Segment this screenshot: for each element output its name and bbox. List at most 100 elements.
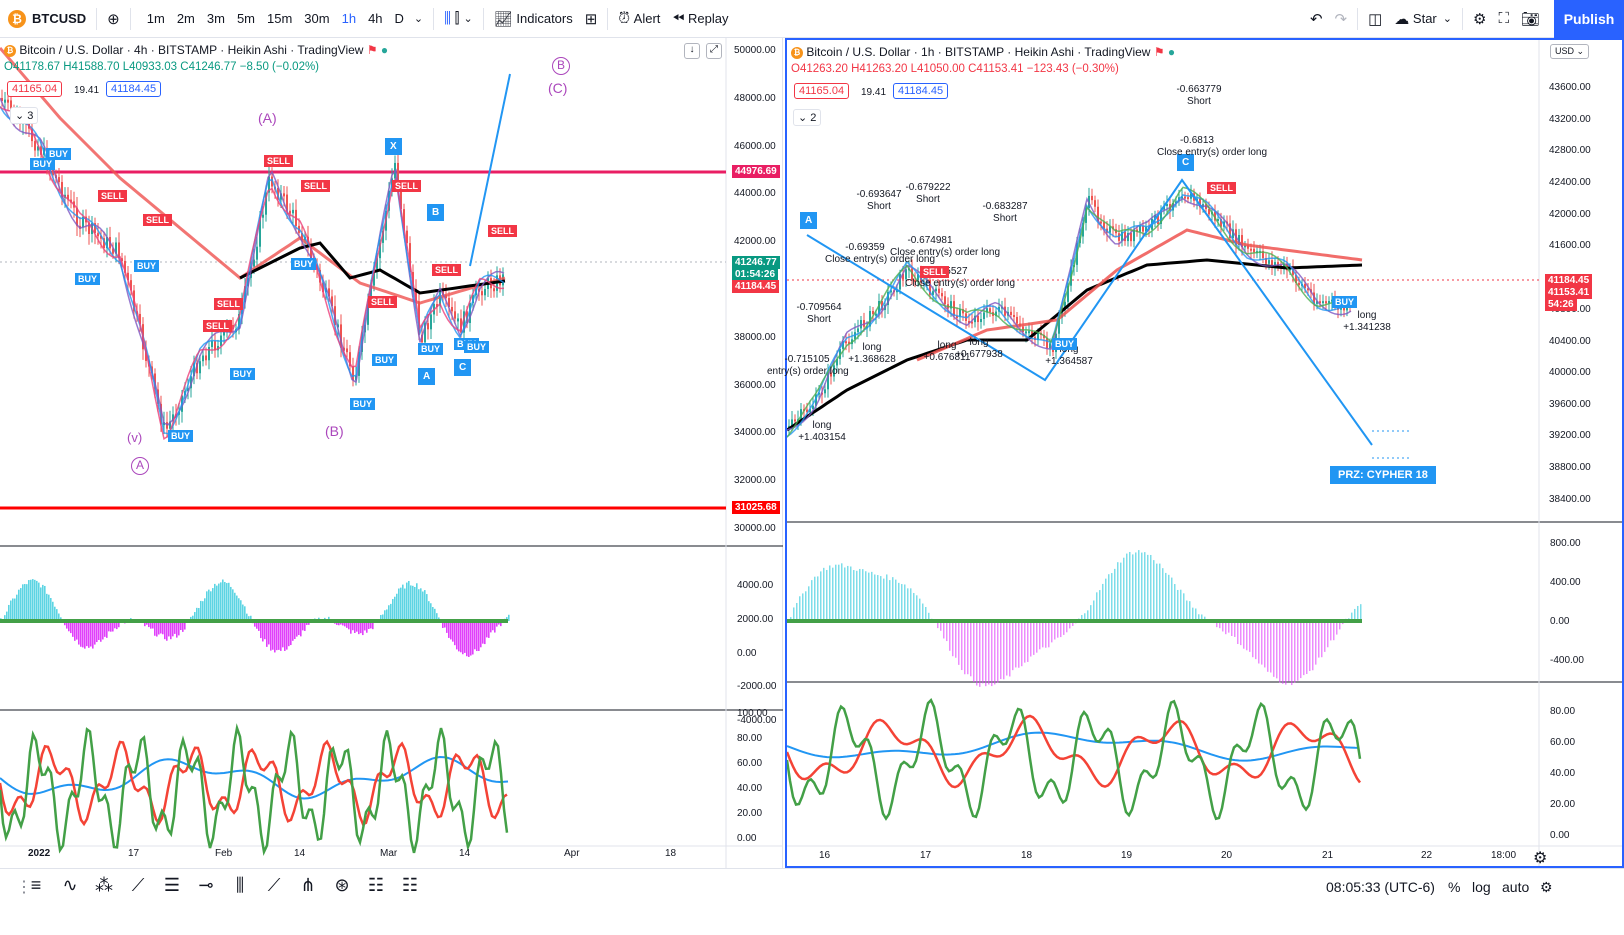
- save-layout-button[interactable]: ☁︎ Star ⌄: [1388, 0, 1458, 38]
- interval-4h[interactable]: 4h: [368, 11, 383, 26]
- interval-5m[interactable]: 5m: [236, 11, 255, 26]
- right-osc-axis-label: 400.00: [1550, 577, 1581, 588]
- chevron-down-icon[interactable]: ⌄: [413, 13, 424, 25]
- left-ask-box[interactable]: 41184.45: [106, 81, 162, 97]
- chart-type-button[interactable]: ⫼ ⫿ ⌄: [438, 0, 479, 38]
- sell-signal[interactable]: SELL: [920, 266, 950, 278]
- indicators-button[interactable]: 📈︎ Indicators: [488, 0, 579, 38]
- layout-button[interactable]: ◫: [1362, 0, 1388, 38]
- buy-signal[interactable]: BUY: [291, 258, 317, 270]
- buy-signal[interactable]: BUY: [1052, 338, 1078, 350]
- interval-1m[interactable]: 1m: [146, 11, 165, 26]
- sell-signal[interactable]: SELL: [488, 225, 518, 237]
- gear-icon[interactable]: ⚙︎: [1533, 850, 1548, 867]
- left-collapse-toggle[interactable]: ⌄ 3: [10, 107, 39, 124]
- buy-signal[interactable]: BUY: [418, 343, 444, 355]
- drawing-tool-icon[interactable]: ⁂: [95, 875, 113, 895]
- sell-signal[interactable]: SELL: [143, 214, 173, 226]
- buy-signal[interactable]: BUY: [230, 368, 256, 380]
- interval-2m[interactable]: 2m: [176, 11, 195, 26]
- cypher-pattern-line[interactable]: [806, 178, 1373, 446]
- drawing-tool-icon[interactable]: ☷: [401, 875, 419, 895]
- drawing-tool-icon[interactable]: ☷: [367, 875, 385, 895]
- pattern-point-A[interactable]: A: [418, 368, 436, 385]
- maximize-icon[interactable]: ⤢: [706, 43, 722, 59]
- log-toggle[interactable]: log: [1472, 879, 1491, 895]
- fullscreen-button[interactable]: ⛶: [1492, 0, 1515, 38]
- drag-handle-icon[interactable]: ⋮: [16, 879, 32, 896]
- buy-signal[interactable]: BUY: [464, 341, 490, 353]
- interval-30m[interactable]: 30m: [304, 11, 330, 26]
- templates-button[interactable]: ⊞: [579, 0, 604, 38]
- left-chart-canvas[interactable]: [0, 38, 783, 868]
- sell-signal[interactable]: SELL: [368, 296, 398, 308]
- left-bid-box[interactable]: 41165.04: [7, 81, 63, 97]
- auto-toggle[interactable]: auto: [1502, 879, 1530, 895]
- sell-signal[interactable]: SELL: [98, 190, 128, 202]
- buy-signal[interactable]: BUY: [1332, 296, 1358, 308]
- projection-line[interactable]: [469, 73, 511, 267]
- sell-signal[interactable]: SELL: [264, 155, 294, 167]
- compare-button[interactable]: ⊕: [101, 0, 126, 38]
- sell-signal[interactable]: SELL: [432, 264, 462, 276]
- redo-button[interactable]: ↷: [1329, 0, 1354, 38]
- buy-signal[interactable]: BUY: [168, 430, 194, 442]
- sell-signal[interactable]: SELL: [203, 320, 233, 332]
- publish-button[interactable]: Publish: [1554, 0, 1624, 38]
- settings-icon[interactable]: ⚙︎: [1540, 879, 1553, 895]
- buy-signal[interactable]: BUY: [372, 354, 398, 366]
- clock[interactable]: 08:05:33 (UTC-6): [1326, 879, 1435, 895]
- pattern-point-X[interactable]: X: [385, 138, 402, 155]
- drawing-tool-icon[interactable]: ⟋: [131, 875, 145, 895]
- settings-button[interactable]: ⚙︎: [1467, 0, 1492, 38]
- sell-signal[interactable]: SELL: [301, 180, 331, 192]
- right-bid-box[interactable]: 41165.04: [794, 83, 850, 99]
- symbol-search[interactable]: ₿ BTCUSD: [0, 0, 92, 38]
- buy-signal[interactable]: BUY: [134, 260, 160, 272]
- buy-signal[interactable]: BUY: [30, 158, 56, 170]
- interval-1h[interactable]: 1h: [341, 11, 357, 26]
- percent-toggle[interactable]: %: [1448, 879, 1461, 895]
- sell-signal[interactable]: SELL: [1207, 182, 1237, 194]
- replay-button[interactable]: ⏪︎ Replay: [666, 0, 734, 38]
- left-chart[interactable]: ₿ Bitcoin / U.S. Dollar · 4h · BITSTAMP …: [0, 38, 783, 868]
- drawing-tool-icon[interactable]: ⫼: [235, 875, 245, 895]
- buy-signal[interactable]: BUY: [46, 148, 72, 160]
- right-chart-canvas[interactable]: [787, 40, 1622, 866]
- interval-3m[interactable]: 3m: [206, 11, 225, 26]
- pattern-point-C[interactable]: C: [1177, 154, 1195, 171]
- drawing-tool-icon[interactable]: ⋔: [300, 875, 316, 895]
- alert-button[interactable]: ⏰︎ Alert: [612, 0, 666, 38]
- osc-bar: [907, 588, 909, 621]
- right-collapse-toggle[interactable]: ⌄ 2: [793, 109, 822, 126]
- pattern-point-A[interactable]: A: [800, 212, 818, 229]
- drawing-tool-icon[interactable]: ≡: [30, 875, 42, 895]
- osc-bar: [404, 588, 406, 621]
- prz-label[interactable]: PRZ: CYPHER 18: [1330, 466, 1436, 484]
- right-ask-box[interactable]: 41184.45: [893, 83, 949, 99]
- sell-signal[interactable]: SELL: [214, 298, 244, 310]
- candle: [860, 320, 862, 329]
- undo-button[interactable]: ↶: [1304, 0, 1329, 38]
- right-chart-legend[interactable]: ₿ Bitcoin / U.S. Dollar · 1h · BITSTAMP …: [791, 45, 1175, 59]
- buy-signal[interactable]: BUY: [75, 273, 101, 285]
- interval-15m[interactable]: 15m: [267, 11, 293, 26]
- drawing-tool-icon[interactable]: ⊸: [198, 875, 214, 895]
- pattern-point-B[interactable]: B: [427, 204, 445, 221]
- left-chart-title: Bitcoin / U.S. Dollar · 4h · BITSTAMP · …: [19, 43, 364, 57]
- interval-D[interactable]: D: [394, 11, 404, 26]
- left-chart-legend[interactable]: ₿ Bitcoin / U.S. Dollar · 4h · BITSTAMP …: [4, 43, 388, 57]
- drawing-tool-icon[interactable]: ☰: [163, 875, 181, 895]
- right-chart[interactable]: ₿ Bitcoin / U.S. Dollar · 1h · BITSTAMP …: [767, 38, 1624, 868]
- buy-signal[interactable]: BUY: [350, 398, 376, 410]
- drawing-tool-icon[interactable]: ⟋: [267, 875, 281, 895]
- snapshot-button[interactable]: 📷︎: [1515, 0, 1546, 38]
- pattern-point-C[interactable]: C: [454, 359, 472, 376]
- sell-signal[interactable]: SELL: [392, 180, 422, 192]
- scroll-down-icon[interactable]: ↓: [684, 43, 700, 59]
- currency-select[interactable]: USD ⌄: [1550, 44, 1590, 59]
- candle: [193, 362, 195, 377]
- drawing-tool-icon[interactable]: ∿: [62, 875, 78, 895]
- drawing-tool-icon[interactable]: ⊛: [334, 875, 350, 895]
- right-osc-axis-label: -400.00: [1550, 655, 1584, 666]
